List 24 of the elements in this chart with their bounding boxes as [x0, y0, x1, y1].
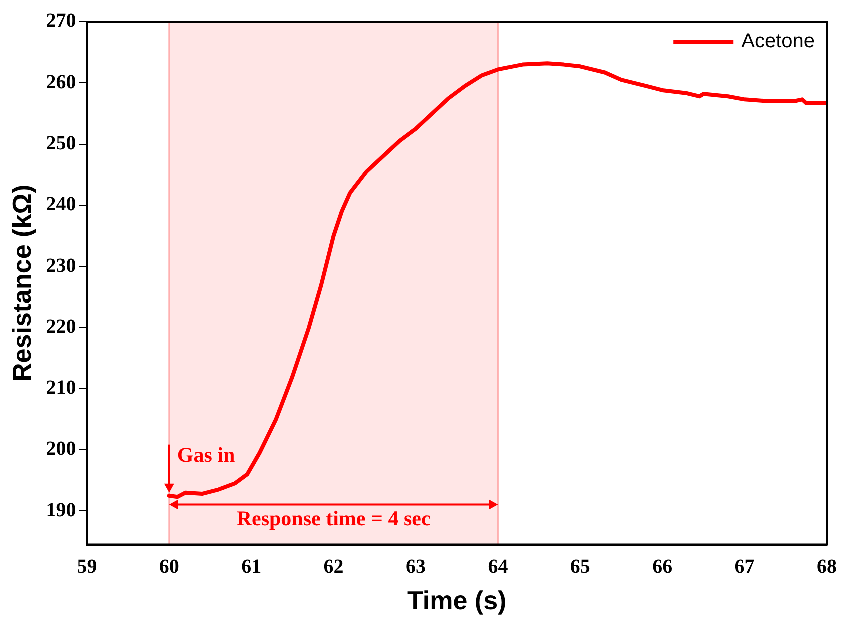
y-tick-label: 230 — [46, 254, 76, 277]
y-tick-label: 240 — [46, 194, 76, 216]
x-tick-label: 60 — [159, 556, 180, 578]
x-tick-label: 63 — [406, 556, 426, 578]
legend-label: Acetone — [742, 30, 815, 53]
y-tick-label: 270 — [46, 10, 76, 32]
y-tick-label: 210 — [46, 377, 76, 400]
x-tick-label: 62 — [324, 556, 344, 578]
x-tick-label: 68 — [817, 556, 837, 578]
y-tick-label: 200 — [46, 438, 76, 460]
x-tick-label: 65 — [570, 556, 590, 578]
x-axis-title: Time (s) — [407, 586, 507, 616]
y-tick-label: 220 — [46, 316, 76, 338]
annotation: Gas in — [177, 443, 236, 468]
annotation: Response time = 4 sec — [236, 506, 431, 531]
x-tick-label: 59 — [77, 556, 98, 578]
x-tick-label: 67 — [734, 556, 755, 578]
y-tick-label: 260 — [46, 71, 76, 94]
y-tick-label: 250 — [46, 132, 76, 154]
x-tick-label: 66 — [652, 556, 673, 578]
y-axis-title: Resistance (kΩ) — [6, 184, 37, 382]
x-tick-label: 61 — [242, 556, 262, 578]
y-tick-label: 190 — [46, 499, 76, 522]
x-tick-label: 64 — [488, 556, 508, 578]
